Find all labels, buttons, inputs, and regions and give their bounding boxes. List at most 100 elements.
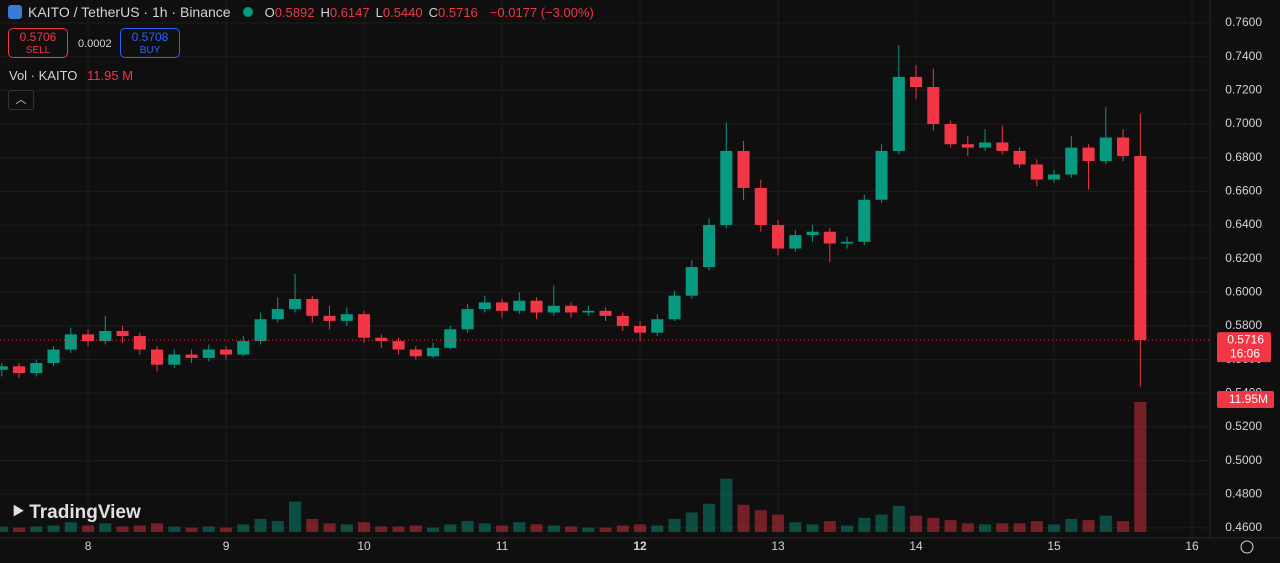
candle-body — [358, 314, 371, 338]
y-tick-label: 0.4600 — [1225, 520, 1262, 534]
volume-bar — [133, 525, 146, 532]
candle-body — [875, 150, 888, 200]
volume-bar — [927, 517, 940, 532]
candle-body — [478, 302, 491, 310]
volume-bar — [1065, 518, 1078, 532]
volume-bar — [306, 518, 319, 532]
buy-label: BUY — [139, 45, 161, 56]
candle-body — [116, 331, 129, 337]
volume-bar — [996, 523, 1009, 532]
candle-body — [99, 331, 112, 342]
candle-body — [202, 349, 215, 358]
volume-bar — [720, 478, 733, 532]
volume-bar — [1048, 524, 1061, 532]
volume-bar — [875, 514, 888, 532]
buy-button[interactable]: 0.5708 BUY — [120, 28, 180, 58]
volume-bar — [461, 521, 474, 532]
candle-body — [737, 150, 750, 188]
candle-body — [185, 354, 198, 358]
candle-body — [306, 299, 319, 316]
candle-body — [289, 299, 302, 310]
volume-bar — [444, 524, 457, 532]
volume-bar — [340, 524, 353, 532]
volume-bar — [0, 526, 8, 532]
volume-bar — [237, 524, 250, 532]
candle-body — [616, 315, 629, 326]
volume-bar — [1082, 520, 1095, 532]
candle-body — [340, 314, 353, 321]
sell-price: 0.5706 — [19, 30, 57, 44]
candle-body — [565, 305, 578, 313]
candle-body — [547, 305, 560, 313]
ohlc-value: 0.5892 — [274, 4, 315, 20]
candle-body — [582, 310, 595, 313]
x-tick-label: 9 — [223, 539, 230, 553]
volume-bar — [823, 521, 836, 532]
volume-bar — [323, 523, 336, 532]
settings-icon[interactable] — [1240, 540, 1254, 554]
y-tick-label: 0.7000 — [1225, 116, 1262, 130]
volume-bar — [409, 525, 422, 532]
volume-bar — [961, 523, 974, 532]
volume-bar — [151, 523, 164, 532]
x-tick-label: 8 — [85, 539, 92, 553]
candle-body — [1013, 150, 1026, 165]
brand-name: TradingView — [29, 502, 141, 523]
candle-body — [151, 349, 164, 365]
last-price-box — [1217, 332, 1271, 363]
volume-bar — [651, 525, 664, 532]
volume-bar — [841, 525, 854, 532]
candle-body — [30, 362, 43, 374]
candle-body — [599, 310, 612, 316]
candle-body — [910, 76, 923, 88]
sell-button[interactable]: 0.5706 SELL — [8, 28, 68, 58]
volume-bar — [513, 522, 526, 532]
candle-body — [858, 199, 871, 242]
volume-bar — [375, 526, 388, 532]
candle-body — [47, 349, 60, 363]
change: −0.0177 (−3.00%) — [489, 4, 594, 20]
ohlc-key: L — [375, 4, 383, 20]
candle-body — [944, 124, 957, 145]
y-tick-label: 0.6000 — [1225, 284, 1262, 298]
sell-label: SELL — [25, 45, 51, 56]
candle-body — [996, 142, 1009, 151]
candle-body — [13, 366, 26, 374]
candle-body — [133, 336, 146, 350]
volume-bar — [565, 526, 578, 532]
symbol: KAITO / TetherUS · 1h · Binance — [28, 4, 231, 20]
x-tick-label: 14 — [909, 539, 923, 553]
volume-bar — [116, 526, 129, 532]
candle-body — [772, 224, 785, 249]
volume-bar — [789, 522, 802, 532]
volume-bar — [892, 505, 905, 532]
volume-box — [1217, 391, 1274, 408]
spread: 0.0002 — [78, 38, 112, 50]
y-tick-label: 0.7200 — [1225, 83, 1262, 97]
candle-body — [461, 309, 474, 330]
candle-body — [64, 334, 77, 350]
volume-bar — [1134, 402, 1147, 532]
volume-bar — [858, 517, 871, 532]
x-tick-label: 16 — [1185, 539, 1199, 553]
volume-bar — [427, 527, 440, 532]
candle-body — [1048, 174, 1061, 180]
volume-bar — [64, 522, 77, 532]
collapse-button[interactable]: ︿ — [8, 90, 34, 110]
y-tick-label: 0.7400 — [1225, 49, 1262, 63]
volume-bar — [616, 525, 629, 532]
ohlc-key: H — [320, 4, 330, 20]
candle-body — [789, 235, 802, 249]
volume-bar — [634, 524, 647, 532]
volume-bar — [703, 503, 716, 532]
candle-body — [375, 337, 388, 342]
volume-bar — [478, 523, 491, 532]
y-tick-label: 0.5200 — [1225, 419, 1262, 433]
candle-body — [444, 329, 457, 348]
candle-body — [392, 341, 405, 350]
candle-body — [496, 302, 509, 311]
candle-body — [323, 315, 336, 321]
symbol-icon — [8, 5, 22, 19]
volume-bar — [82, 525, 95, 532]
